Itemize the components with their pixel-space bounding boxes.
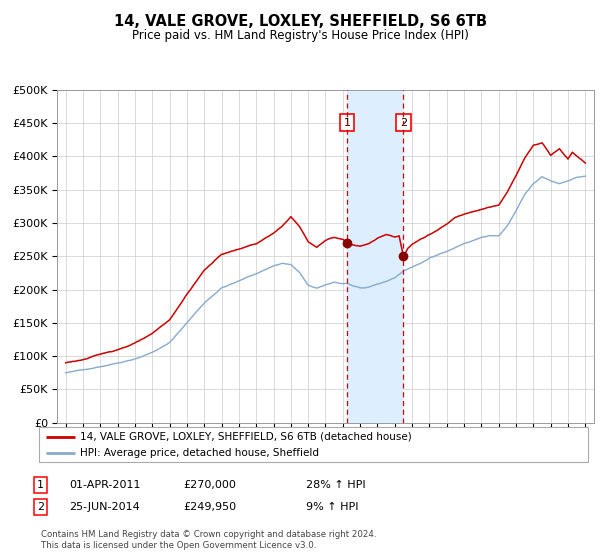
Text: 2: 2: [400, 118, 407, 128]
Text: 14, VALE GROVE, LOXLEY, SHEFFIELD, S6 6TB (detached house): 14, VALE GROVE, LOXLEY, SHEFFIELD, S6 6T…: [80, 432, 412, 442]
Text: 25-JUN-2014: 25-JUN-2014: [69, 502, 140, 512]
Text: 1: 1: [344, 118, 350, 128]
FancyBboxPatch shape: [39, 427, 588, 462]
Text: 1: 1: [37, 480, 44, 490]
Text: £270,000: £270,000: [183, 480, 236, 490]
Text: 28% ↑ HPI: 28% ↑ HPI: [306, 480, 365, 490]
Text: HPI: Average price, detached house, Sheffield: HPI: Average price, detached house, Shef…: [80, 447, 319, 458]
Text: £249,950: £249,950: [183, 502, 236, 512]
Bar: [347, 90, 403, 423]
Text: 01-APR-2011: 01-APR-2011: [69, 480, 140, 490]
Text: 9% ↑ HPI: 9% ↑ HPI: [306, 502, 359, 512]
Text: This data is licensed under the Open Government Licence v3.0.: This data is licensed under the Open Gov…: [41, 541, 316, 550]
Text: Price paid vs. HM Land Registry's House Price Index (HPI): Price paid vs. HM Land Registry's House …: [131, 29, 469, 42]
Text: 14, VALE GROVE, LOXLEY, SHEFFIELD, S6 6TB: 14, VALE GROVE, LOXLEY, SHEFFIELD, S6 6T…: [113, 14, 487, 29]
Text: Contains HM Land Registry data © Crown copyright and database right 2024.: Contains HM Land Registry data © Crown c…: [41, 530, 376, 539]
Text: 2: 2: [37, 502, 44, 512]
